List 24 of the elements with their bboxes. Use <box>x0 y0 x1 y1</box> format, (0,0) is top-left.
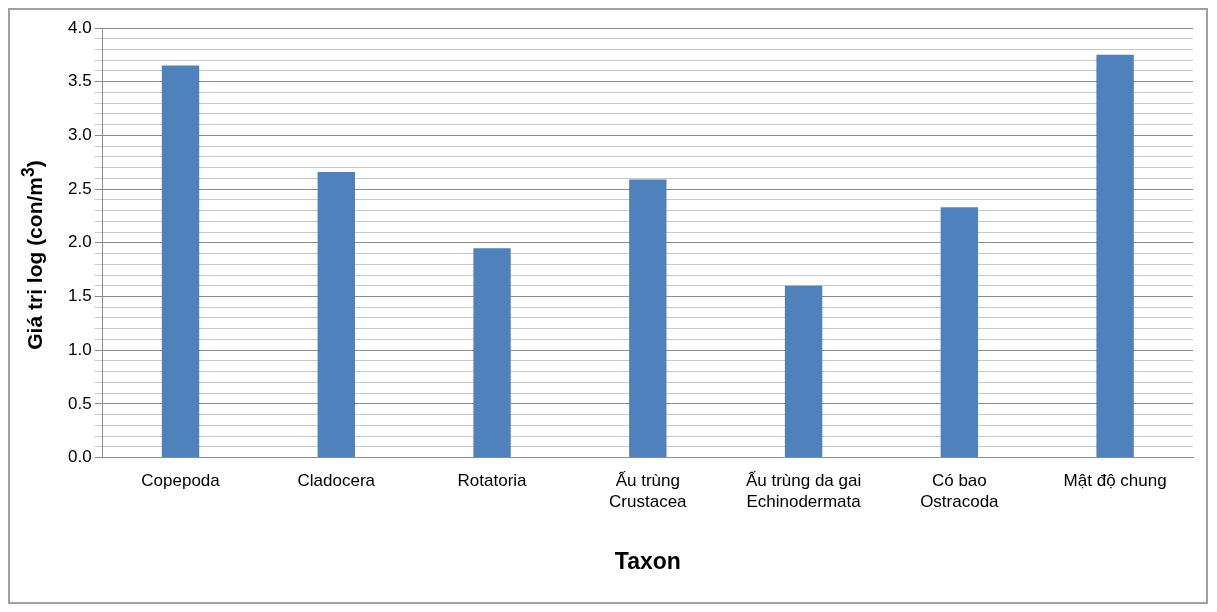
bar <box>1096 54 1134 458</box>
y-tick-label: 0.0 <box>67 447 92 467</box>
y-tick-label: 0.5 <box>67 393 92 413</box>
x-tick-label: Copepoda <box>141 471 221 491</box>
bar <box>629 179 667 458</box>
y-tick-label: 2.0 <box>67 232 92 252</box>
x-tick-label: Ấu trùng da gai Echinodermata <box>745 471 862 511</box>
y-tick-label: 2.5 <box>67 178 92 198</box>
bar <box>473 248 511 458</box>
x-tick-label: Rotatoria <box>457 471 528 491</box>
bar <box>940 207 979 458</box>
y-tick-label: 3.5 <box>67 71 92 91</box>
x-tick-label: Mật độ chung <box>1063 471 1167 491</box>
y-tick-label: 3.0 <box>67 125 92 145</box>
x-tick-label: Cladocera <box>297 471 376 491</box>
x-axis-title: Taxon <box>614 547 681 574</box>
x-tick-label: Ấu trùng Crustacea <box>609 471 688 511</box>
x-tick-label: Có bao Ostracoda <box>920 471 1000 511</box>
y-tick-label: 1.0 <box>67 339 92 359</box>
y-tick-label: 1.5 <box>67 286 92 306</box>
y-tick-label: 4.0 <box>67 17 92 37</box>
bar <box>784 285 823 458</box>
bar <box>317 171 355 458</box>
bar <box>161 65 200 458</box>
